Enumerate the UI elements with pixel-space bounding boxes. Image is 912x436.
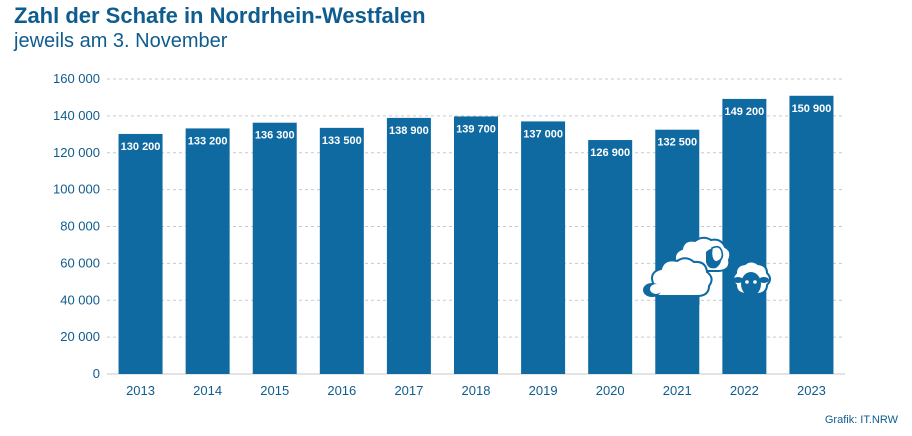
chart-title: Zahl der Schafe in Nordrhein-Westfalen — [14, 3, 426, 28]
bar — [185, 128, 230, 374]
sheep-icon — [732, 260, 771, 312]
bar — [118, 133, 163, 374]
bar — [722, 98, 767, 374]
sheep-illustration — [643, 236, 771, 312]
sheep-icon — [643, 257, 713, 305]
y-tick-label: 40 000 — [60, 292, 100, 307]
y-tick-label: 100 000 — [53, 182, 100, 197]
y-axis-ticks: 0 20 000 40 000 60 000 80 000 100 000 120 000 1… — [53, 71, 100, 381]
y-tick-label: 80 000 — [60, 219, 100, 234]
x-tick-label: 2014 — [193, 383, 222, 398]
data-label: 139 700 — [456, 123, 496, 135]
x-tick-label: 2013 — [126, 383, 155, 398]
y-tick-label: 140 000 — [53, 108, 100, 123]
data-label: 133 500 — [322, 135, 362, 147]
bar — [588, 140, 633, 374]
x-tick-label: 2022 — [730, 383, 759, 398]
bar — [521, 121, 566, 374]
y-tick-label: 20 000 — [60, 329, 100, 344]
x-tick-label: 2019 — [529, 383, 558, 398]
data-label: 138 900 — [389, 125, 429, 137]
chart-subtitle: jeweils am 3. November — [14, 30, 228, 52]
data-label: 137 000 — [523, 128, 563, 140]
bar — [319, 127, 364, 374]
x-tick-label: 2021 — [663, 383, 692, 398]
data-label: 130 200 — [121, 141, 161, 153]
y-tick-label: 60 000 — [60, 255, 100, 270]
data-label: 126 900 — [590, 147, 630, 159]
x-tick-label: 2023 — [797, 383, 826, 398]
data-label: 150 900 — [792, 103, 832, 115]
data-label: 133 200 — [188, 135, 228, 147]
y-tick-label: 0 — [93, 366, 100, 381]
data-label: 136 300 — [255, 130, 295, 142]
bars: 130 200 133 200 136 300 133 500 138 900 139 7… — [118, 95, 834, 375]
x-axis-ticks: 2013 2014 2015 2016 2017 2018 2019 2020 2021 2022… — [126, 383, 826, 398]
y-tick-label: 160 000 — [53, 71, 100, 86]
bar — [252, 122, 297, 375]
bar — [386, 117, 431, 374]
x-tick-label: 2018 — [462, 383, 491, 398]
data-label: 132 500 — [657, 137, 697, 149]
data-label: 149 200 — [724, 106, 764, 118]
bar — [789, 95, 834, 374]
x-tick-label: 2015 — [260, 383, 289, 398]
x-tick-label: 2016 — [327, 383, 356, 398]
bar — [454, 116, 498, 374]
y-tick-label: 120 000 — [53, 145, 100, 160]
x-tick-label: 2017 — [394, 383, 423, 398]
source-credit: Grafik: IT.NRW — [824, 414, 898, 426]
x-tick-label: 2020 — [596, 383, 625, 398]
